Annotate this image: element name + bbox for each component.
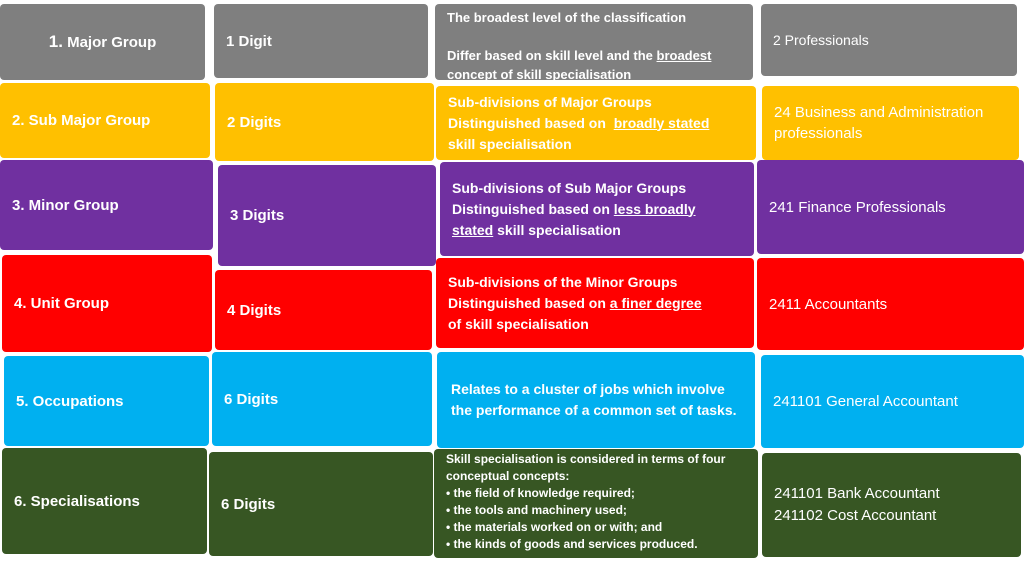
- desc-line2-post: skill specialisation: [493, 221, 621, 238]
- level-cell-specialisations: 6. Specialisations: [2, 448, 207, 554]
- example-line1: 241101 Bank Accountant: [774, 485, 940, 502]
- desc-line2-pre: Differ based on skill level and the: [447, 48, 657, 63]
- desc-line2-underlined: a finer degree: [609, 294, 702, 311]
- digits-cell-minor-group: 3 Digits: [218, 165, 436, 266]
- desc-line1: Sub-divisions of Sub Major Groups: [452, 179, 687, 196]
- desc-cell-unit-group: Sub-divisions of the Minor Groups Distin…: [436, 258, 754, 348]
- level-label: 6. Specialisations: [14, 492, 140, 510]
- digits-label: 6 Digits: [221, 495, 276, 513]
- example-cell-specialisations: 241101 Bank Accountant 241102 Cost Accou…: [762, 453, 1021, 557]
- level-cell-unit-group: 4. Unit Group: [2, 255, 212, 352]
- digits-cell-occupations: 6 Digits: [212, 352, 432, 446]
- desc-cell-major-group: The broadest level of the classification…: [435, 4, 753, 80]
- desc-line2-post: skill specialisation: [448, 135, 572, 152]
- digits-cell-specialisations: 6 Digits: [209, 452, 433, 556]
- desc-intro: Skill specialisation is considered in te…: [446, 452, 726, 483]
- level-label: 3. Minor Group: [12, 197, 119, 214]
- desc-line2-post: of skill specialisation: [448, 315, 589, 332]
- desc-cell-specialisations: Skill specialisation is considered in te…: [434, 449, 758, 558]
- desc-text: Relates to a cluster of jobs which invol…: [451, 381, 737, 418]
- digits-label: 6 Digits: [224, 390, 279, 408]
- desc-line1: Sub-divisions of Major Groups: [448, 93, 652, 110]
- level-label: 1. Major Group: [49, 32, 157, 52]
- level-cell-minor-group: 3. Minor Group: [0, 160, 213, 250]
- desc-bullet-item: the tools and machinery used;: [446, 502, 748, 519]
- example-cell-unit-group: 2411 Accountants: [757, 258, 1024, 350]
- digits-label: 2 Digits: [227, 113, 282, 131]
- desc-line2-pre: Distinguished based on: [448, 114, 610, 131]
- desc-line2-pre: Distinguished based on: [452, 200, 614, 217]
- desc-line2-underlined: less broadly: [613, 200, 696, 217]
- desc-line2: Distinguished based on a finer degree of…: [448, 293, 742, 335]
- example-label: 2411 Accountants: [769, 295, 888, 313]
- desc-bullet-item: the kinds of goods and services produced…: [446, 536, 748, 553]
- digits-cell-unit-group: 4 Digits: [215, 270, 432, 350]
- desc-bullets: the field of knowledge required; the too…: [446, 485, 748, 553]
- example-label: 241 Finance Professionals: [769, 198, 946, 216]
- example-cell-minor-group: 241 Finance Professionals: [757, 160, 1024, 254]
- desc-line2: Differ based on skill level and the broa…: [447, 46, 741, 80]
- level-name: Major Group: [67, 34, 157, 51]
- example-cell-sub-major-group: 24 Business and Administration professio…: [762, 86, 1019, 160]
- example-label: 24 Business and Administration professio…: [774, 104, 984, 142]
- desc-line2: Distinguished based on less broadly stat…: [452, 199, 742, 241]
- digits-cell-sub-major-group: 2 Digits: [215, 83, 434, 161]
- desc-line1: Sub-divisions of the Minor Groups: [448, 273, 678, 290]
- level-label: 2. Sub Major Group: [12, 112, 151, 129]
- desc-cell-sub-major-group: Sub-divisions of Major Groups Distinguis…: [436, 86, 756, 160]
- level-cell-occupations: 5. Occupations: [4, 356, 209, 446]
- example-line2: 241102 Cost Accountant: [774, 507, 937, 524]
- desc-line2-underlined: broadest: [656, 48, 712, 63]
- level-cell-major-group: 1. Major Group: [0, 4, 205, 80]
- desc-cell-minor-group: Sub-divisions of Sub Major Groups Distin…: [440, 162, 754, 256]
- digits-cell-major-group: 1 Digit: [214, 4, 428, 78]
- desc-bullet-item: the field of knowledge required;: [446, 485, 748, 502]
- desc-line2-pre: Distinguished based on: [448, 294, 610, 311]
- example-cell-major-group: 2 Professionals: [761, 4, 1017, 76]
- desc-cell-occupations: Relates to a cluster of jobs which invol…: [437, 352, 755, 448]
- level-cell-sub-major-group: 2. Sub Major Group: [0, 83, 210, 158]
- level-prefix: 1.: [48, 32, 63, 51]
- digits-label: 3 Digits: [230, 207, 285, 224]
- example-label: 241101 General Accountant: [773, 393, 958, 410]
- desc-line1: The broadest level of the classification: [447, 10, 687, 25]
- digits-label: 4 Digits: [227, 301, 282, 319]
- level-label: 4. Unit Group: [14, 295, 109, 312]
- level-label: 5. Occupations: [16, 392, 124, 410]
- desc-line2-post: concept of skill specialisation: [447, 67, 632, 80]
- desc-line2-underlined-2: stated: [452, 221, 494, 238]
- digits-label: 1 Digit: [226, 32, 272, 50]
- desc-line2-underlined: broadly stated: [613, 114, 710, 131]
- desc-bullet-item: the materials worked on or with; and: [446, 519, 748, 536]
- example-label: 2 Professionals: [773, 31, 869, 48]
- example-cell-occupations: 241101 General Accountant: [761, 355, 1024, 448]
- desc-line2: Distinguished based on broadly stated sk…: [448, 113, 744, 155]
